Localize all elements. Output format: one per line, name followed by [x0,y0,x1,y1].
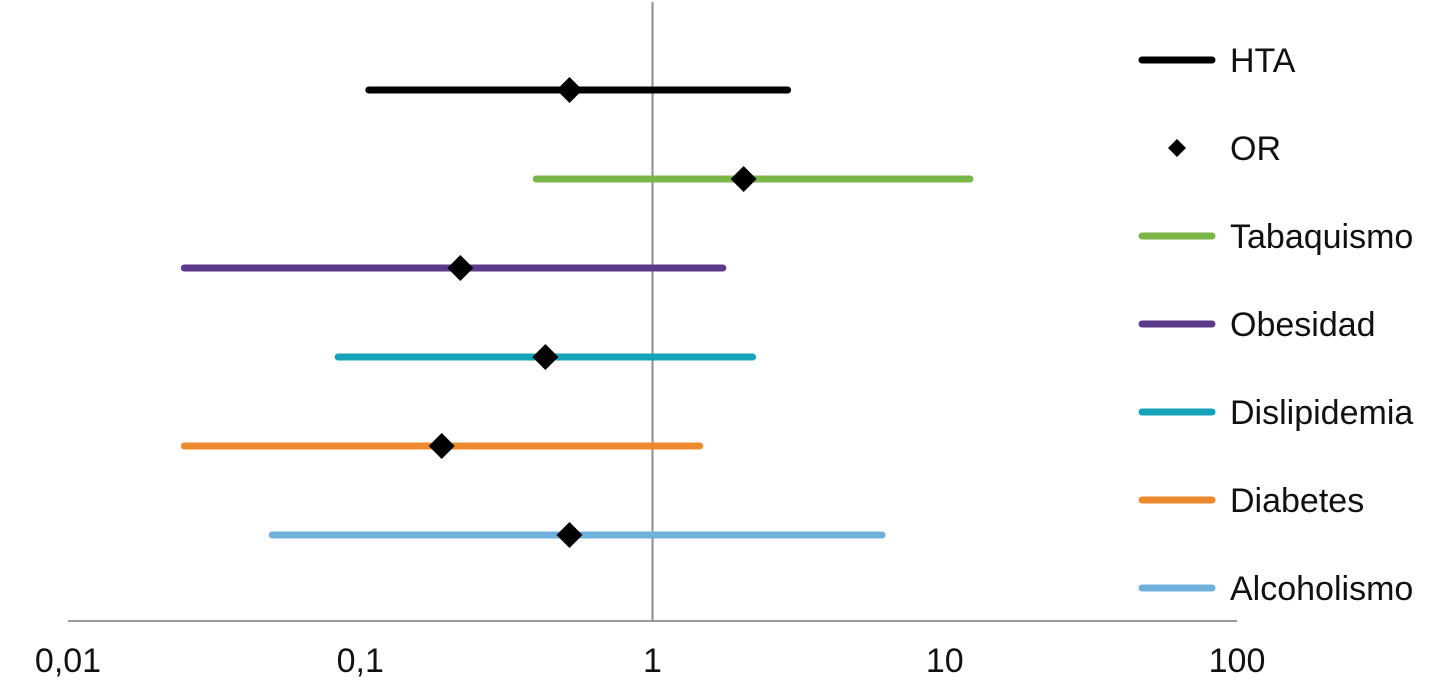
or-point-dislipidemia [532,344,559,370]
x-tick-label: 0,01 [35,642,101,680]
or-point-diabetes [428,433,455,459]
x-tick-label: 1 [643,642,662,680]
legend-label-tabaquismo: Tabaquismo [1230,218,1413,256]
or-point-tabaquismo [730,166,757,192]
x-tick-label: 0,1 [337,642,384,680]
or-point-alcoholismo [556,522,583,548]
legend-label-obesidad: Obesidad [1230,306,1376,344]
legend-label-hta: HTA [1230,42,1296,80]
legend-label-or: OR [1230,130,1281,168]
plot-area: 0,01 0,1 1 10 100 [35,2,1265,680]
x-tick-label: 100 [1209,642,1266,680]
x-tick-label: 10 [926,642,964,680]
legend: HTA OR Tabaquismo Obesidad Dislipidemia Diabe… [1138,42,1413,608]
legend-swatch-or [1168,139,1186,157]
or-point-obesidad [447,255,474,281]
or-point-hta [556,77,583,103]
legend-label-diabetes: Diabetes [1230,482,1364,520]
legend-label-alcoholismo: Alcoholismo [1230,570,1413,608]
legend-label-dislipidemia: Dislipidemia [1230,394,1413,432]
